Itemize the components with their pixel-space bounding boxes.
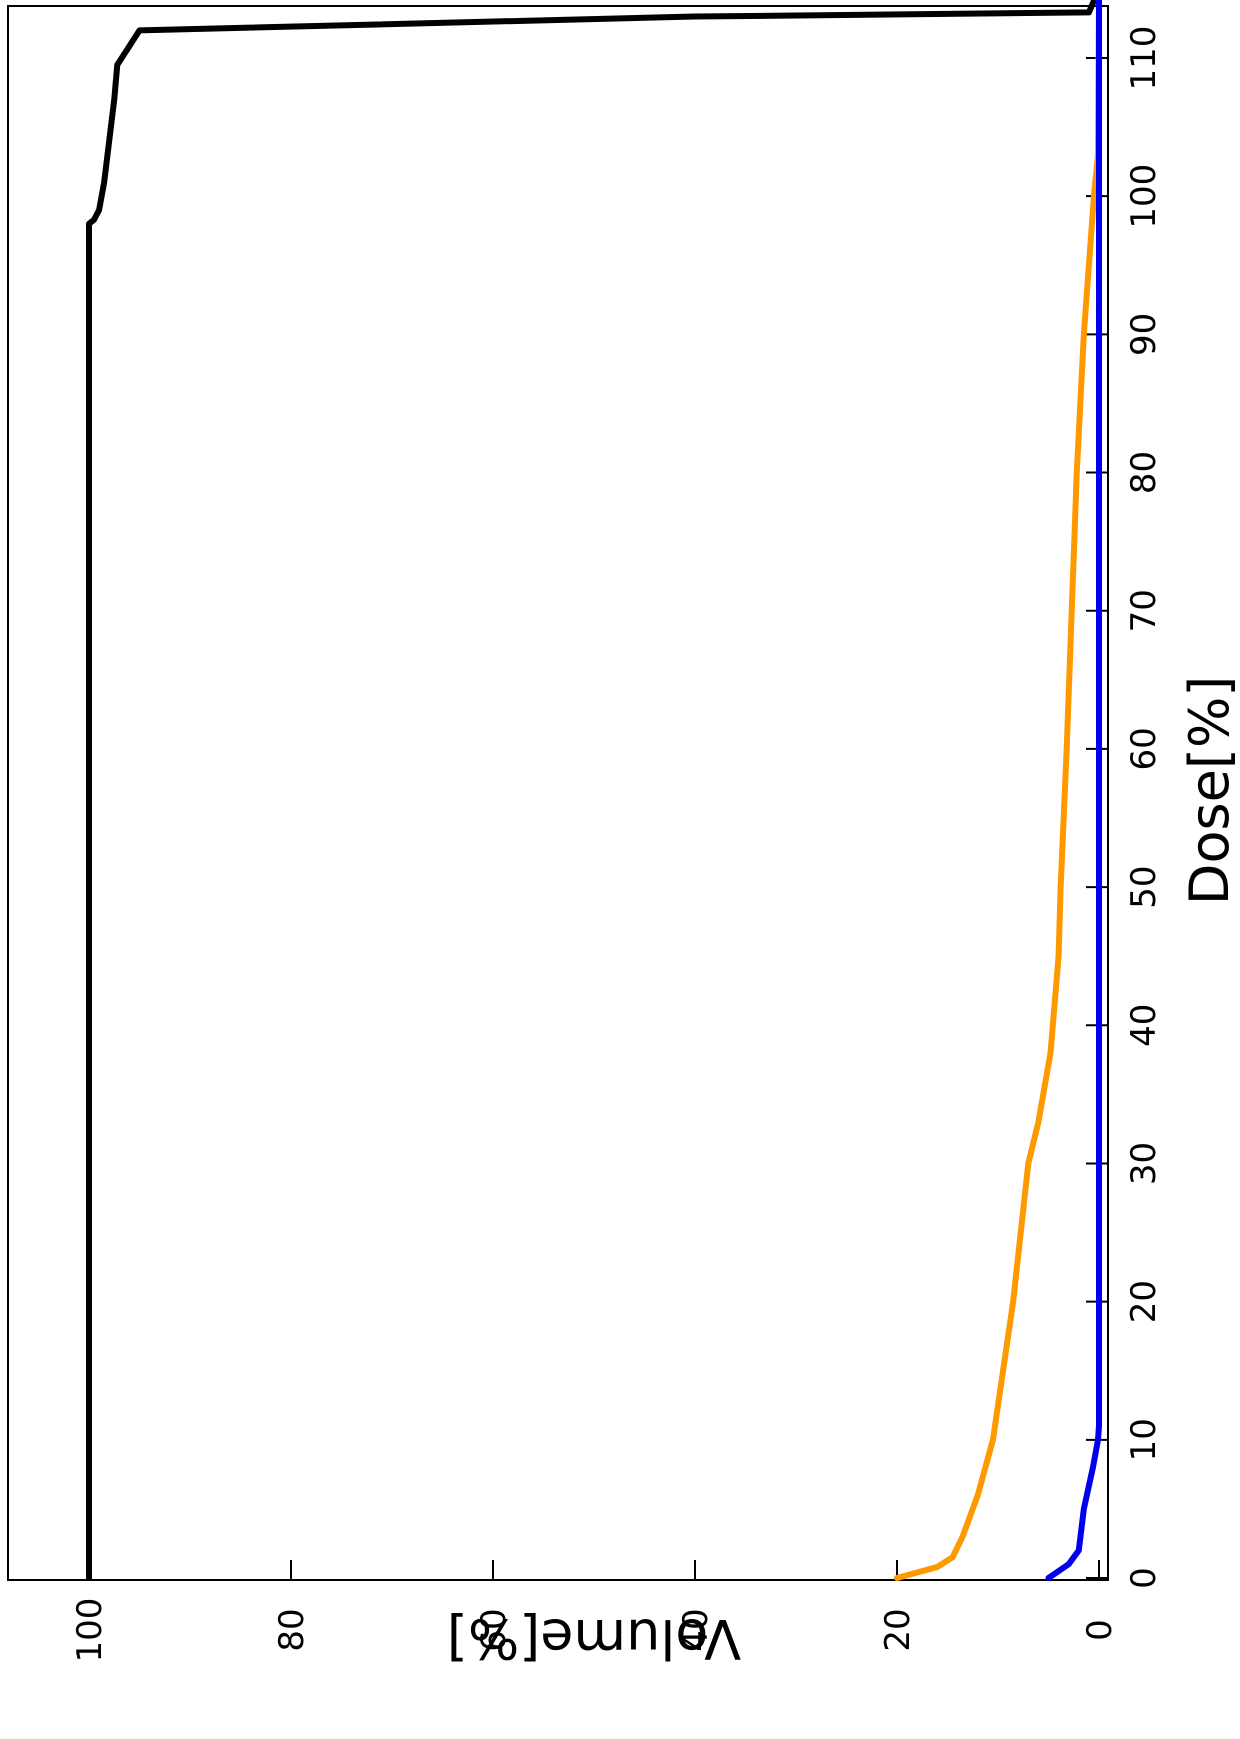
x-tick-label: 70: [1124, 589, 1164, 632]
y-tick-label: 80: [272, 1608, 312, 1651]
x-tick-label: 50: [1124, 865, 1164, 908]
x-tick-label: 100: [1124, 164, 1164, 229]
y-axis-title: Volume[%]: [447, 1607, 741, 1670]
x-tick-label: 20: [1124, 1280, 1164, 1323]
x-tick-label: 30: [1124, 1142, 1164, 1185]
series-line-2: [894, 0, 1102, 1581]
y-tick-label: 60: [474, 1608, 514, 1651]
plot-layer: 0 10 20 30 40 50 60 70 80 90 100 110 0 20 40 60 80 100 Dos…: [7, 0, 1240, 1670]
y-tick-label: 20: [878, 1608, 918, 1651]
plot-frame: [7, 5, 1109, 1581]
x-tick-label: 40: [1124, 1004, 1164, 1047]
x-tick-label: 60: [1124, 727, 1164, 770]
series-line-3: [1045, 0, 1102, 1581]
y-tick-label: 40: [676, 1608, 716, 1651]
y-tick-label: 0: [1080, 1619, 1120, 1641]
x-axis-title: Dose[%]: [1178, 676, 1240, 905]
x-tick-label: 80: [1124, 451, 1164, 494]
x-tick-label: 0: [1124, 1567, 1164, 1589]
series-line-1: [86, 0, 1098, 1581]
x-tick-label: 110: [1124, 26, 1164, 91]
x-tick-label: 10: [1124, 1418, 1164, 1461]
x-tick-label: 90: [1124, 313, 1164, 356]
y-tick-label: 100: [70, 1598, 110, 1663]
